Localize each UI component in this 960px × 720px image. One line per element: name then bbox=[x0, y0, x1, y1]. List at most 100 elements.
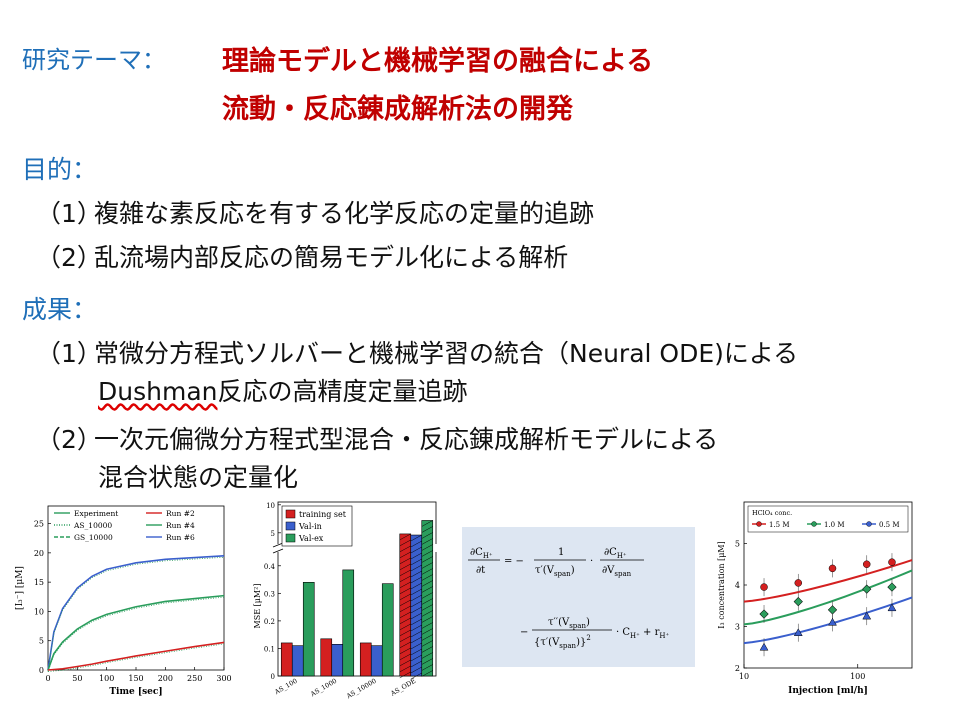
data-point bbox=[887, 603, 897, 612]
axis-break-gap bbox=[272, 544, 442, 552]
y-tick-label: 0.3 bbox=[264, 590, 275, 598]
bar-hatch bbox=[410, 654, 422, 662]
data-point bbox=[862, 584, 872, 594]
bar-hatch bbox=[421, 580, 433, 587]
x-axis-label: Time [sec] bbox=[109, 687, 162, 697]
legend-label: Run #4 bbox=[166, 521, 195, 530]
bar-hatch bbox=[399, 587, 411, 595]
legend-label: Run #6 bbox=[166, 533, 195, 542]
bar-hatch bbox=[399, 653, 411, 661]
results-item-1-line2: Dushman反応の高精度定量追跡 bbox=[98, 372, 468, 408]
bar-hatch bbox=[399, 563, 411, 571]
bar-hatch bbox=[421, 652, 433, 659]
theme-title-line2: 流動・反応錬成解析法の開発 bbox=[222, 94, 573, 125]
bar-trainingset bbox=[280, 642, 293, 677]
plot-frame bbox=[277, 501, 437, 677]
dushman-text: Dushman bbox=[98, 377, 218, 406]
purpose-item-2: （2）乱流場内部反応の簡易モデル化による解析 bbox=[36, 238, 568, 274]
data-point bbox=[888, 558, 896, 566]
eq-lhs-num: ∂CH⁺ bbox=[470, 547, 493, 560]
bar-hatch bbox=[410, 648, 422, 656]
y-tick-label: 10 bbox=[266, 502, 275, 510]
bar-Valin bbox=[370, 645, 383, 677]
results-item-1: （1）常微分方程式ソルバーと機械学習の統合（Neural ODE)による bbox=[36, 334, 798, 370]
bar-hatch bbox=[421, 556, 433, 563]
results-item-1-line1: 常微分方程式ソルバーと機械学習の統合（Neural ODE)による bbox=[94, 339, 799, 368]
bar-hatch bbox=[410, 540, 422, 548]
bar-hatch bbox=[421, 622, 433, 629]
bar-hatch bbox=[410, 624, 422, 632]
bar-hatch bbox=[410, 642, 422, 650]
theme-title: 理論モデルと機械学習の融合による 流動・反応錬成解析法の開発 bbox=[222, 38, 653, 134]
y-tick-label: 4 bbox=[735, 581, 740, 590]
eq-equals: = − bbox=[504, 556, 524, 567]
data-point bbox=[759, 609, 769, 619]
y-axis-label: [I₃⁻] [μM] bbox=[15, 566, 25, 610]
y-tick-label: 0.2 bbox=[264, 618, 275, 626]
x-tick-label: 100 bbox=[99, 674, 114, 683]
bar-hatch bbox=[410, 606, 422, 614]
data-point bbox=[760, 583, 768, 591]
bar-hatch bbox=[410, 660, 422, 668]
axis-break-mark bbox=[272, 548, 284, 554]
bar-hatch bbox=[399, 671, 411, 679]
results-item-1-num: （1） bbox=[36, 339, 102, 368]
bar-hatch bbox=[410, 636, 422, 644]
bar-hatch bbox=[421, 550, 433, 557]
eq-frac1-num: 1 bbox=[558, 547, 564, 558]
purpose-item-2-text: 乱流場内部反応の簡易モデル化による解析 bbox=[94, 243, 569, 272]
bar-hatch bbox=[399, 557, 411, 565]
x-tick-label: 300 bbox=[216, 674, 231, 683]
bar-Valex bbox=[381, 583, 394, 677]
bar-trainingset bbox=[359, 642, 372, 677]
purpose-item-2-num: （2） bbox=[36, 243, 102, 272]
legend-marker bbox=[811, 521, 817, 527]
bar-hatch bbox=[421, 544, 433, 551]
results-item-2-line2: 混合状態の定量化 bbox=[98, 463, 299, 492]
bar-Valin bbox=[291, 645, 304, 677]
bar-hatch bbox=[399, 635, 411, 643]
bar-hatch bbox=[399, 581, 411, 589]
bar-hatch bbox=[410, 666, 422, 674]
bar-hatch bbox=[421, 538, 433, 545]
model-curve-2 bbox=[743, 596, 913, 645]
y-tick-label: 0.4 bbox=[264, 563, 276, 571]
bar-hatch bbox=[410, 558, 422, 566]
purpose-item-1-text: 複雑な素反応を有する化学反応の定量的追跡 bbox=[94, 199, 595, 228]
results-item-1-line2-rest: 反応の高精度定量追跡 bbox=[217, 377, 468, 406]
x-tick-label: 200 bbox=[158, 674, 173, 683]
legend-marker bbox=[866, 521, 872, 527]
legend-label: Val-in bbox=[298, 522, 322, 531]
bar-hatch bbox=[410, 630, 422, 638]
x-tick-label: AS_1000 bbox=[308, 677, 338, 699]
eq-lhs-den: ∂t bbox=[476, 565, 485, 576]
x-tick-label: 150 bbox=[128, 674, 143, 683]
legend-label: 0.5 M bbox=[879, 521, 900, 529]
bar-hatch bbox=[399, 605, 411, 613]
bar-hatch bbox=[399, 617, 411, 625]
y-tick-label: 5 bbox=[271, 530, 275, 538]
x-tick-label: 250 bbox=[187, 674, 202, 683]
y-tick-label: 5 bbox=[735, 540, 740, 549]
data-point bbox=[794, 579, 803, 587]
bar-hatch bbox=[421, 598, 433, 605]
results-heading: 成果： bbox=[22, 295, 98, 324]
y-axis-label: I₃ concentration [μM] bbox=[717, 541, 726, 628]
results-item-2-line1: 一次元偏微分方程式型混合・反応錬成解析モデルによる bbox=[94, 425, 719, 454]
bar-hatch bbox=[399, 665, 411, 673]
bar-hatch bbox=[421, 670, 433, 677]
bar-hatch bbox=[399, 611, 411, 619]
bar-hatch bbox=[421, 634, 433, 641]
theme-label: 研究テーマ： bbox=[22, 46, 166, 74]
x-tick-label: AS_10000 bbox=[344, 677, 378, 701]
bar-hatch bbox=[399, 623, 411, 631]
bar-hatch bbox=[421, 574, 433, 581]
x-tick-label: 50 bbox=[72, 674, 82, 683]
bar-hatch bbox=[410, 582, 422, 590]
equation-svg: ∂CH⁺ ∂t = − 1 τ′(Vspan) · ∂CH⁺ ∂Vspan − … bbox=[468, 547, 669, 650]
bar-hatch bbox=[410, 612, 422, 620]
bar-hatch bbox=[399, 593, 411, 601]
data-point bbox=[828, 564, 837, 573]
x-tick-label: AS_ODE bbox=[388, 677, 417, 698]
bar-trainingset bbox=[320, 638, 333, 677]
